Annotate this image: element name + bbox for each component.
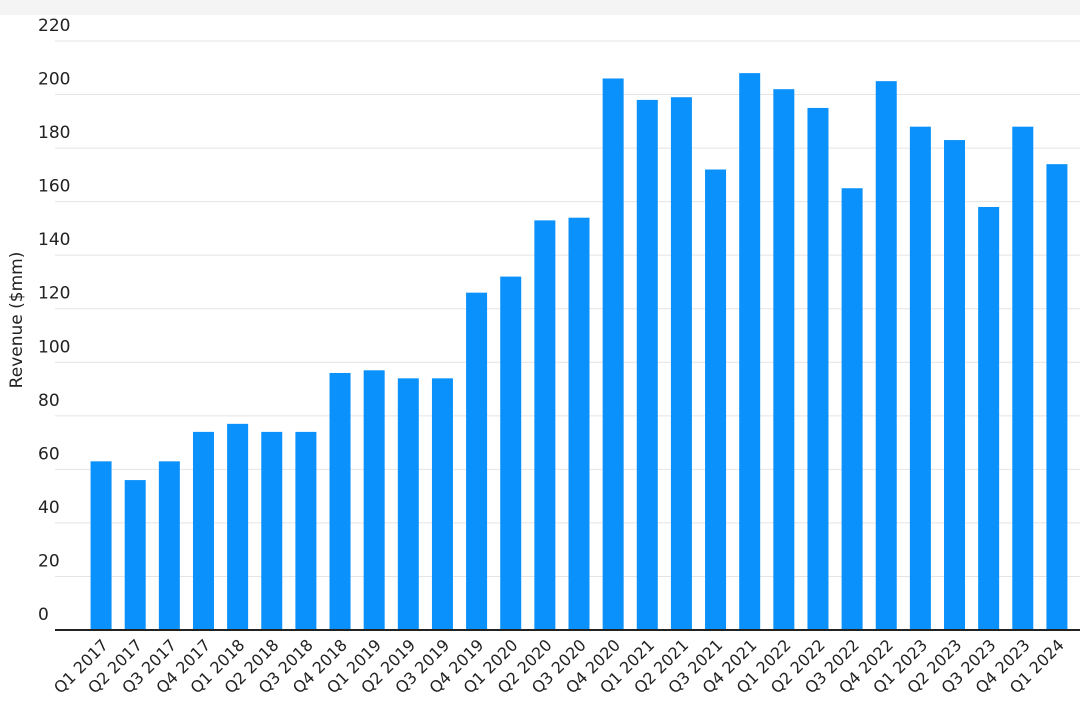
- bar: [705, 169, 727, 630]
- bar: [329, 372, 351, 630]
- bar: [192, 431, 214, 630]
- y-tick-label: 20: [38, 551, 60, 571]
- y-tick-label: 60: [38, 444, 60, 464]
- y-tick-label: 100: [38, 337, 70, 357]
- bar: [534, 220, 556, 631]
- bar: [602, 78, 624, 631]
- bar: [944, 140, 966, 631]
- bar: [841, 188, 863, 630]
- y-tick-label: 140: [38, 230, 70, 250]
- bar: [773, 89, 795, 630]
- bar: [295, 431, 317, 630]
- bar: [397, 378, 419, 630]
- y-tick-label: 180: [38, 123, 70, 143]
- bar: [670, 97, 692, 631]
- y-tick-label: 120: [38, 284, 70, 304]
- bar: [909, 126, 931, 630]
- bar: [124, 480, 146, 630]
- bar: [227, 423, 249, 630]
- top-strip: [0, 0, 1080, 15]
- bar: [568, 217, 590, 630]
- bar: [431, 378, 453, 630]
- y-tick-label: 80: [38, 391, 60, 411]
- y-tick-label: 220: [38, 16, 70, 36]
- bar: [363, 370, 385, 630]
- bar: [978, 206, 1000, 630]
- bar: [90, 461, 112, 630]
- y-tick-label: 160: [38, 177, 70, 197]
- y-tick-label: 200: [38, 70, 70, 90]
- bar: [158, 461, 180, 630]
- y-axis-label: Revenue ($mm): [7, 252, 27, 389]
- bar: [739, 73, 761, 631]
- bar: [875, 81, 897, 631]
- bar: [1046, 164, 1068, 630]
- bar: [1012, 126, 1034, 630]
- bar: [261, 431, 283, 630]
- bar: [500, 276, 522, 630]
- bar: [807, 107, 829, 630]
- y-tick-label: 40: [38, 498, 60, 518]
- y-tick-label: 0: [38, 605, 49, 625]
- bar: [466, 292, 488, 630]
- bar: [636, 99, 658, 630]
